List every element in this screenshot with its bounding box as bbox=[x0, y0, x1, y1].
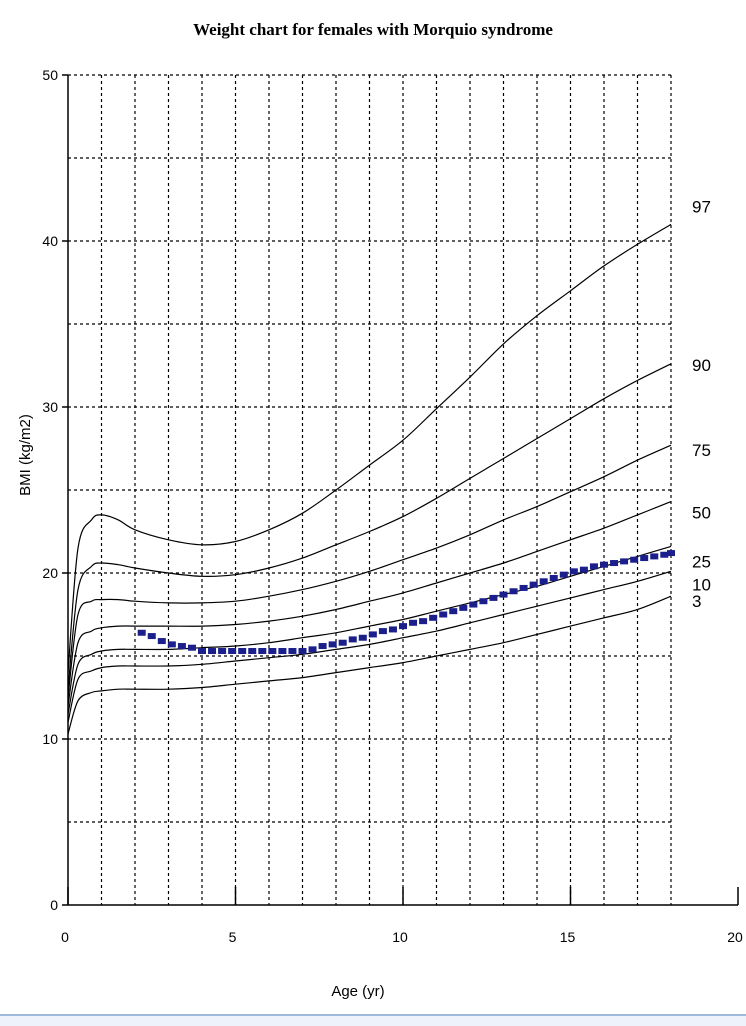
patient-point bbox=[268, 648, 277, 655]
percentile-curve-25 bbox=[67, 545, 672, 715]
grid bbox=[68, 74, 672, 905]
patient-points bbox=[137, 550, 675, 655]
patient-point bbox=[358, 634, 367, 641]
patient-point bbox=[509, 588, 518, 595]
y-tick-label: 10 bbox=[42, 731, 58, 747]
patient-point bbox=[328, 641, 337, 648]
patient-point bbox=[409, 619, 418, 626]
percentile-label-10: 10 bbox=[692, 575, 711, 594]
patient-point bbox=[429, 614, 438, 621]
patient-point bbox=[489, 594, 498, 601]
percentile-label-97: 97 bbox=[692, 197, 711, 216]
x-tick-label: 15 bbox=[560, 929, 576, 945]
patient-point bbox=[539, 578, 548, 585]
percentile-curve-90 bbox=[67, 363, 672, 690]
percentile-curves bbox=[67, 223, 672, 735]
patient-point bbox=[579, 566, 588, 573]
percentile-curve-97 bbox=[67, 223, 672, 673]
patient-point bbox=[378, 628, 387, 635]
patient-point bbox=[177, 643, 186, 650]
percentile-label-75: 75 bbox=[692, 441, 711, 460]
patient-point bbox=[308, 646, 317, 653]
y-tick-label: 20 bbox=[42, 565, 58, 581]
patient-point bbox=[208, 648, 217, 655]
x-tick-label: 0 bbox=[61, 929, 69, 945]
patient-point bbox=[399, 623, 407, 630]
patient-point bbox=[348, 636, 357, 643]
patient-point bbox=[278, 648, 287, 655]
patient-point bbox=[600, 561, 608, 568]
patient-point bbox=[589, 563, 598, 570]
axes bbox=[62, 74, 739, 906]
patient-point bbox=[137, 629, 146, 636]
patient-point bbox=[338, 639, 347, 646]
patient-point bbox=[218, 648, 227, 655]
percentile-label-3: 3 bbox=[692, 592, 701, 611]
patient-point bbox=[620, 558, 629, 565]
percentile-curve-3 bbox=[67, 595, 672, 735]
percentile-label-25: 25 bbox=[692, 552, 711, 571]
y-tick-label: 30 bbox=[42, 399, 58, 415]
x-axis-label: Age (yr) bbox=[331, 983, 384, 1000]
chart-title: Weight chart for females with Morquio sy… bbox=[193, 20, 553, 39]
patient-point bbox=[610, 560, 619, 567]
patient-point bbox=[147, 633, 156, 640]
patient-point bbox=[499, 591, 508, 598]
patient-point bbox=[167, 641, 176, 648]
patient-point bbox=[667, 550, 675, 557]
patient-point bbox=[479, 598, 488, 605]
patient-point bbox=[529, 581, 538, 588]
y-tick-label: 50 bbox=[42, 67, 58, 83]
patient-point bbox=[388, 626, 397, 633]
patient-point bbox=[198, 648, 206, 655]
percentile-curve-75 bbox=[67, 444, 672, 698]
patient-point bbox=[228, 648, 237, 655]
patient-point bbox=[439, 611, 448, 618]
patient-point bbox=[559, 571, 568, 578]
patient-point bbox=[660, 551, 669, 558]
patient-point bbox=[519, 584, 528, 591]
patient-point bbox=[258, 648, 267, 655]
patient-point bbox=[318, 643, 327, 650]
patient-point bbox=[298, 648, 307, 655]
patient-point bbox=[469, 601, 478, 608]
patient-point bbox=[248, 648, 257, 655]
percentile-label-90: 90 bbox=[692, 356, 711, 375]
x-tick-label: 20 bbox=[727, 929, 743, 945]
patient-point bbox=[569, 568, 578, 575]
patient-point bbox=[459, 604, 468, 611]
patient-point bbox=[630, 556, 639, 563]
patient-point bbox=[238, 648, 247, 655]
percentile-curve-50 bbox=[67, 501, 672, 706]
patient-point bbox=[549, 574, 558, 581]
window-bottom-edge bbox=[0, 1014, 746, 1026]
percentile-curve-10 bbox=[67, 570, 672, 723]
patient-point bbox=[449, 608, 458, 615]
patient-point bbox=[288, 648, 297, 655]
percentile-label-50: 50 bbox=[692, 504, 711, 523]
y-tick-label: 0 bbox=[50, 897, 58, 913]
y-tick-label: 40 bbox=[42, 233, 58, 249]
x-tick-label: 5 bbox=[229, 929, 237, 945]
patient-point bbox=[368, 631, 377, 638]
x-tick-label: 10 bbox=[392, 929, 408, 945]
patient-point bbox=[419, 618, 428, 625]
patient-point bbox=[157, 638, 166, 645]
patient-point bbox=[640, 555, 649, 562]
y-axis-label: BMI (kg/m2) bbox=[17, 414, 34, 496]
patient-point bbox=[187, 644, 196, 651]
labels: 0 5 10 15 20 0 10 20 30 40 50 Age (yr) BMI (kg/m2) 97… bbox=[17, 67, 743, 1000]
patient-point bbox=[650, 553, 659, 560]
